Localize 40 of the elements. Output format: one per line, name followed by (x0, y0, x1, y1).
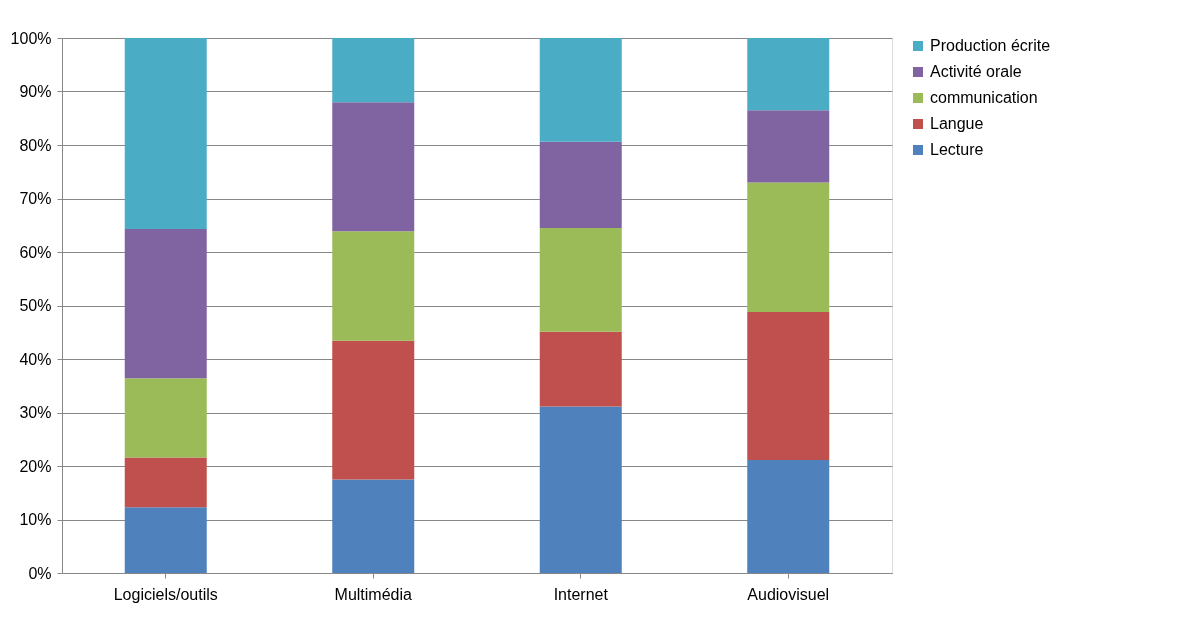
bar (747, 110, 830, 183)
bar (747, 38, 830, 111)
y-tick-label: 70% (19, 190, 52, 207)
y-tick-label: 100% (10, 29, 52, 47)
legend-label: communication (930, 89, 1038, 106)
bar (539, 331, 622, 407)
legend-label: Production écrite (930, 37, 1051, 54)
bar (124, 378, 207, 458)
y-tick-label: 60% (19, 243, 52, 261)
bar (332, 340, 415, 480)
x-tick-label: Audiovisuel (747, 585, 830, 603)
bar (124, 38, 207, 229)
y-tick-label: 30% (19, 404, 52, 421)
bar (747, 460, 830, 573)
bar (332, 479, 415, 573)
x-tick-label: Logiciels/outils (113, 585, 218, 603)
y-tick-label: 20% (19, 457, 52, 475)
y-tick-label: 0% (28, 564, 52, 582)
y-tick-label: 80% (19, 136, 52, 154)
bar (332, 38, 415, 103)
y-tick-label: 40% (19, 350, 52, 368)
bar (332, 102, 415, 232)
bar (539, 38, 622, 142)
y-tick-label: 90% (19, 83, 52, 100)
bar (124, 228, 207, 379)
y-tick-label: 50% (19, 297, 52, 314)
legend-label: Langue (930, 115, 984, 132)
x-tick-label: Internet (553, 585, 609, 603)
bar (747, 182, 830, 312)
x-tick-label: Multimédia (334, 585, 413, 603)
bar (539, 141, 622, 228)
bar (124, 457, 207, 508)
bar (539, 227, 622, 332)
legend-label: Activité orale (930, 63, 1022, 80)
bar (539, 406, 622, 573)
y-tick-label: 10% (19, 511, 52, 528)
bar (747, 311, 830, 461)
bar (124, 507, 207, 573)
legend-label: Lecture (930, 141, 984, 158)
bar (332, 231, 415, 341)
